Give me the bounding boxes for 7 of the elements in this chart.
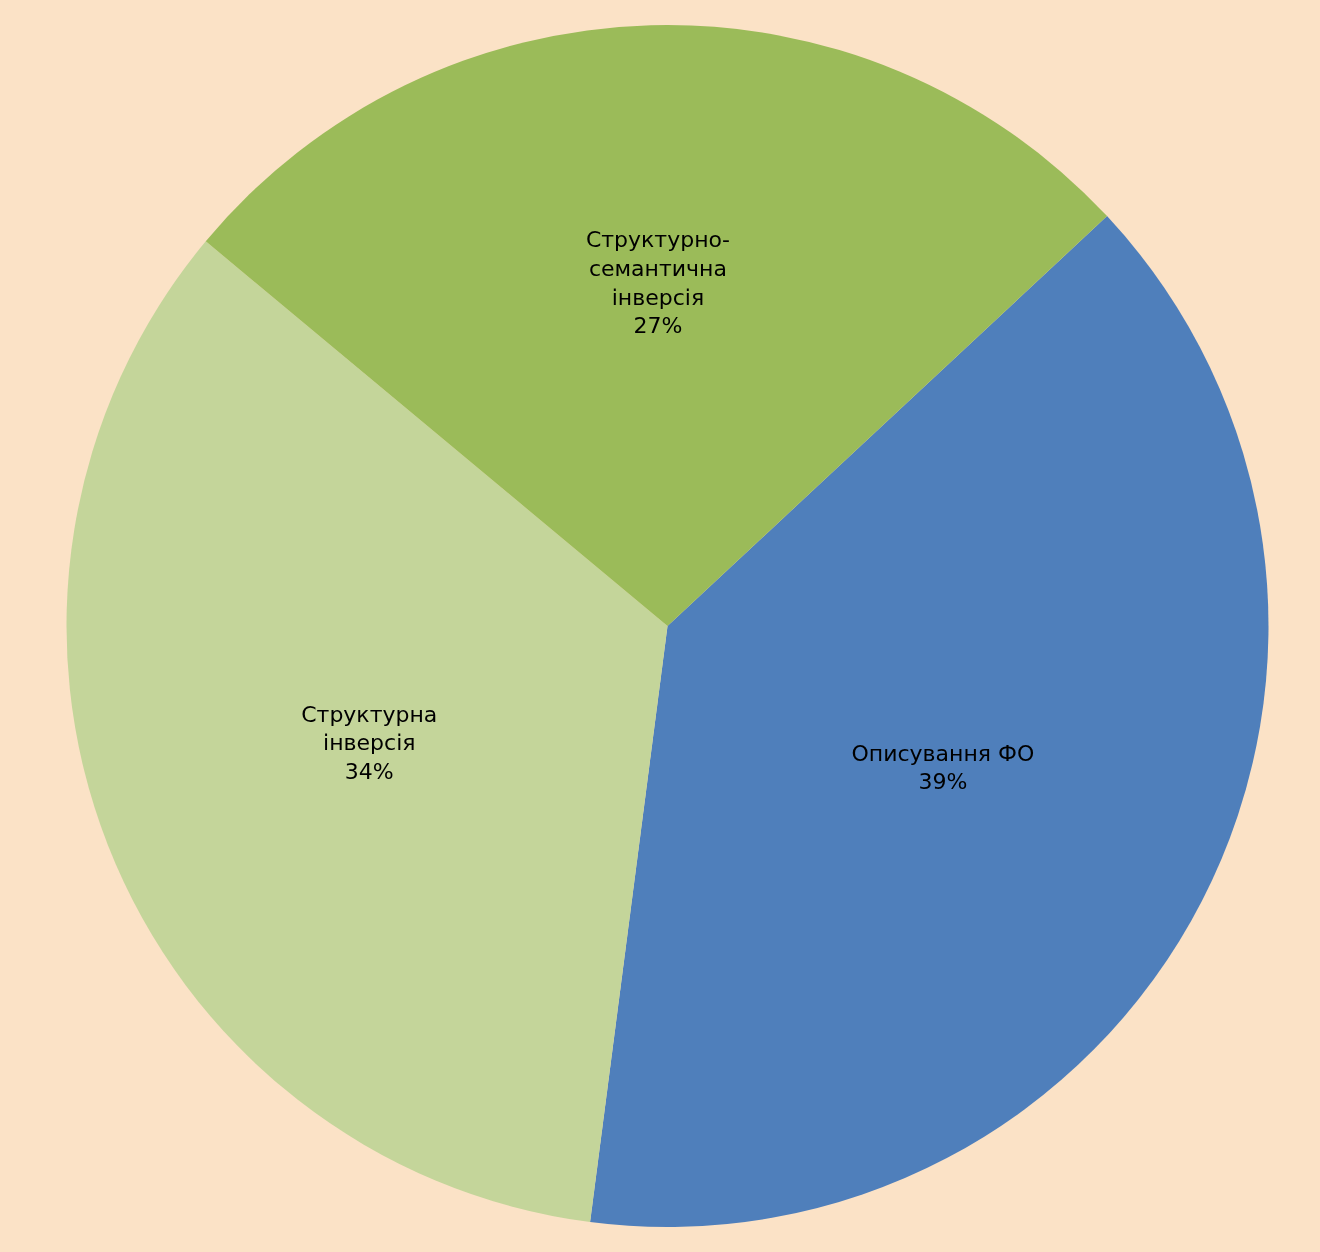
slice-label: Описування ФО	[851, 740, 1035, 766]
data-label: 34%	[344, 758, 394, 784]
slice-label: Структурно- семантична інверсія	[585, 227, 730, 310]
data-label: 39%	[918, 769, 968, 795]
slice-label: Структурна інверсія	[301, 701, 438, 756]
data-label: 27%	[633, 313, 683, 339]
pie-slice	[205, 25, 1108, 626]
